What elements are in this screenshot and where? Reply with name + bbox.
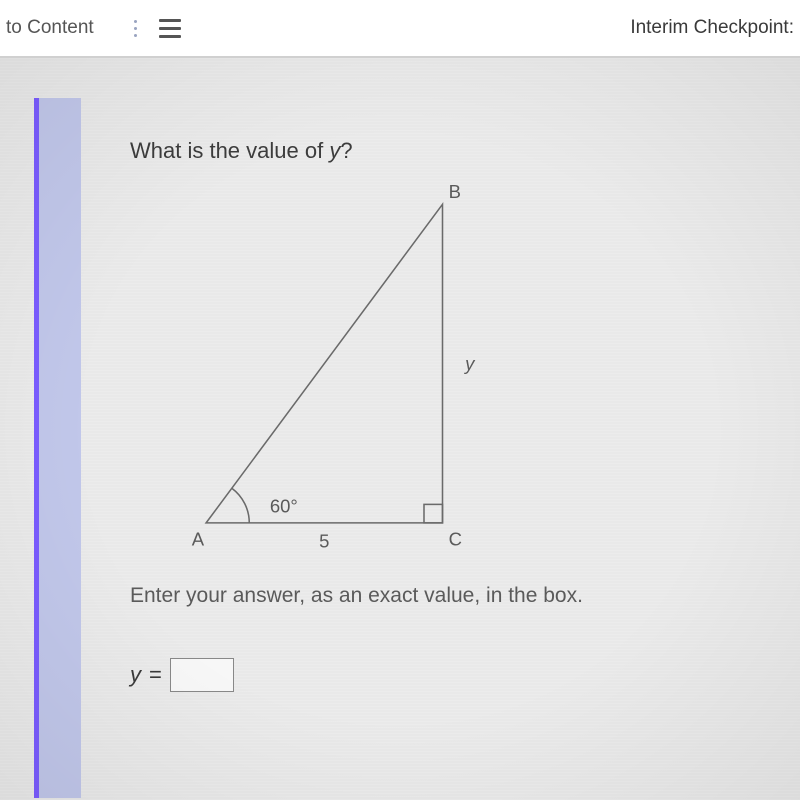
side-y-label: y: [463, 353, 476, 374]
answer-row: y =: [130, 658, 770, 692]
question-content: What is the value of y? A B C 60° 5 y En…: [130, 138, 770, 692]
question-text: What is the value of y?: [130, 138, 770, 164]
question-suffix: ?: [340, 138, 352, 163]
question-prefix: What is the value of: [130, 138, 329, 163]
angle-a-value: 60°: [270, 496, 298, 517]
answer-lhs: y: [130, 662, 141, 688]
vertex-a-label: A: [192, 529, 205, 550]
angle-arc: [232, 488, 249, 523]
answer-instruction: Enter your answer, as an exact value, in…: [130, 584, 770, 608]
vertex-b-label: B: [449, 181, 461, 202]
topbar: to Content Interim Checkpoint:: [0, 0, 800, 58]
right-angle-marker: [424, 504, 443, 523]
triangle-shape: [206, 204, 442, 523]
vertical-dots-icon[interactable]: [134, 20, 137, 37]
breadcrumb-title: Interim Checkpoint:: [630, 17, 794, 39]
skip-to-content-link[interactable]: to Content: [6, 17, 94, 39]
page-body: What is the value of y? A B C 60° 5 y En…: [0, 58, 800, 800]
sidebar-accent-block: [39, 98, 81, 798]
base-length-label: 5: [319, 531, 329, 552]
triangle-figure: A B C 60° 5 y: [170, 194, 530, 564]
answer-input[interactable]: [170, 658, 234, 692]
vertex-c-label: C: [449, 529, 462, 550]
triangle-svg: A B C 60° 5 y: [170, 194, 530, 564]
hamburger-menu-icon[interactable]: [159, 19, 181, 38]
answer-equals: =: [149, 662, 162, 688]
question-variable: y: [329, 138, 340, 163]
